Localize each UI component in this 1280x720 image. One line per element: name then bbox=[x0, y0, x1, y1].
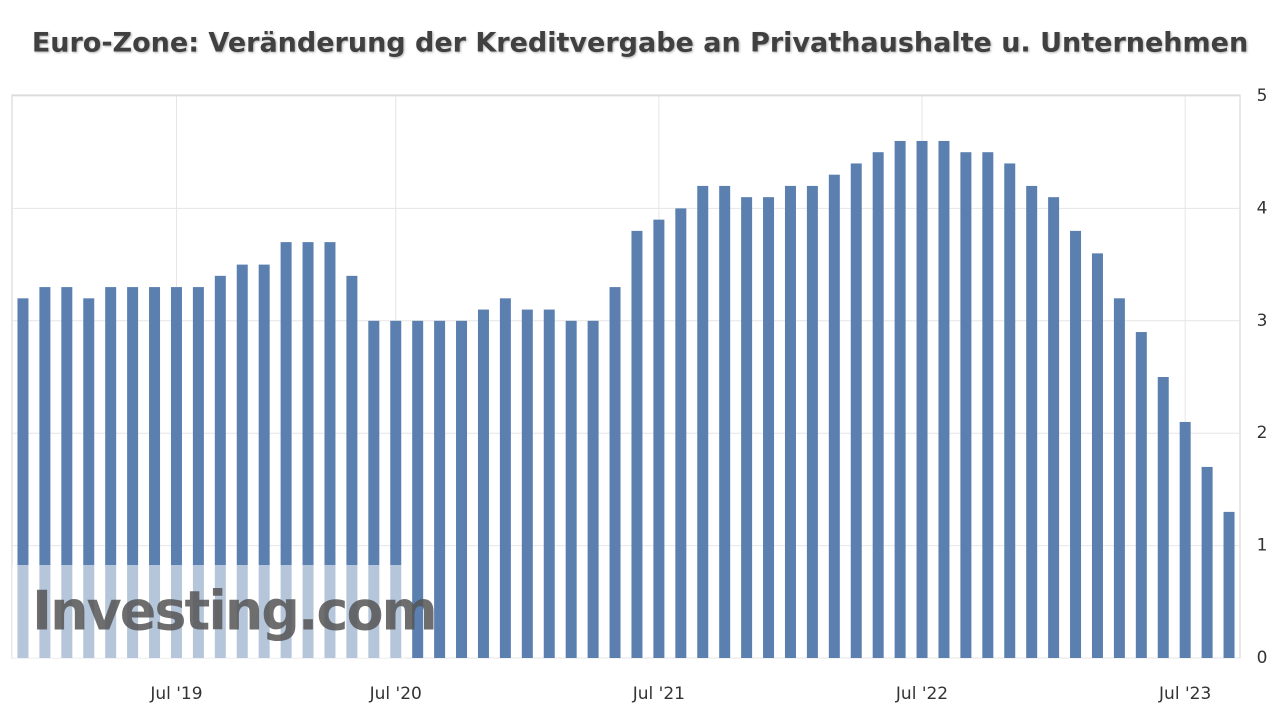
bar bbox=[916, 140, 928, 658]
bar bbox=[214, 275, 226, 658]
bar bbox=[828, 174, 840, 658]
bar bbox=[587, 320, 599, 658]
bar bbox=[1004, 163, 1016, 658]
bar bbox=[763, 197, 775, 658]
bar bbox=[105, 287, 117, 658]
bar bbox=[499, 298, 511, 658]
bar bbox=[675, 208, 687, 658]
bar bbox=[1070, 230, 1082, 658]
bar bbox=[850, 163, 862, 658]
y-tick-label: 3 bbox=[1257, 311, 1268, 331]
bar bbox=[960, 152, 972, 658]
bar bbox=[83, 298, 95, 658]
bar bbox=[346, 275, 358, 658]
bar bbox=[170, 287, 182, 658]
chart-title: Euro-Zone: Veränderung der Kreditvergabe… bbox=[32, 28, 1248, 59]
y-tick-label: 5 bbox=[1257, 86, 1268, 106]
bar bbox=[149, 287, 161, 658]
bar bbox=[697, 185, 709, 659]
bar bbox=[1091, 253, 1103, 659]
bar bbox=[521, 309, 533, 658]
y-tick-label: 1 bbox=[1257, 536, 1268, 556]
bar bbox=[653, 219, 665, 658]
bar bbox=[477, 309, 489, 658]
x-tick-label: Jul '20 bbox=[369, 684, 422, 704]
bar bbox=[127, 287, 139, 658]
bar bbox=[894, 140, 906, 658]
bar bbox=[1026, 185, 1038, 659]
y-tick-label: 0 bbox=[1257, 648, 1268, 668]
bar bbox=[434, 320, 446, 658]
bar bbox=[456, 320, 468, 658]
bar bbox=[565, 320, 577, 658]
bar bbox=[1179, 421, 1191, 658]
bar bbox=[631, 230, 643, 658]
bar bbox=[412, 320, 424, 658]
bar bbox=[280, 242, 292, 658]
bar bbox=[543, 309, 555, 658]
bar bbox=[1157, 377, 1169, 658]
bar bbox=[324, 242, 336, 658]
bar bbox=[17, 298, 29, 658]
bar bbox=[784, 185, 796, 659]
bar bbox=[192, 287, 204, 658]
y-tick-label: 2 bbox=[1257, 423, 1268, 443]
bar bbox=[61, 287, 73, 658]
bar bbox=[302, 242, 314, 658]
watermark-backdrop bbox=[12, 565, 405, 658]
bar bbox=[236, 264, 248, 658]
bar bbox=[1048, 197, 1060, 658]
bar bbox=[1135, 332, 1147, 658]
bar bbox=[872, 152, 884, 658]
bar bbox=[1113, 298, 1125, 658]
bar bbox=[390, 320, 402, 658]
bar bbox=[938, 140, 950, 658]
bar bbox=[609, 287, 621, 658]
bar bbox=[1223, 511, 1235, 658]
bar bbox=[741, 197, 753, 658]
x-tick-label: Jul '19 bbox=[149, 684, 202, 704]
x-tick-label: Jul '21 bbox=[632, 684, 685, 704]
x-tick-label: Jul '22 bbox=[895, 684, 948, 704]
bar bbox=[806, 185, 818, 659]
x-tick-label: Jul '23 bbox=[1158, 684, 1211, 704]
bar bbox=[982, 152, 994, 658]
bar bbox=[719, 185, 731, 659]
bar bbox=[368, 320, 380, 658]
y-tick-label: 4 bbox=[1257, 198, 1268, 218]
bar bbox=[39, 287, 51, 658]
bar bbox=[1201, 466, 1213, 658]
bar bbox=[258, 264, 270, 658]
watermark: Investing.com bbox=[32, 580, 436, 643]
